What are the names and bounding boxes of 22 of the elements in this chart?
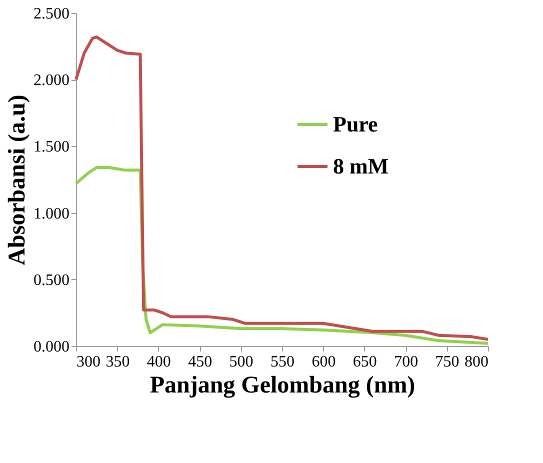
line-series [74, 35, 490, 341]
y-tick-label: 2.000 [34, 72, 70, 90]
y-tick-label: 1.000 [34, 205, 70, 222]
x-tick-label: 600 [312, 354, 336, 370]
x-tick-label: 450 [188, 354, 212, 370]
y-tick-label: 2.500 [34, 6, 70, 22]
x-tick-label: 750 [435, 354, 460, 370]
x-tick-label: 700 [394, 354, 418, 370]
x-axis-title: Panjang Gelombang (nm) [150, 372, 416, 398]
legend-label: 8 mM [333, 154, 389, 178]
x-tick-label: 350 [106, 354, 130, 370]
x-tick-label: 500 [229, 354, 254, 370]
x-tick-label: 650 [352, 354, 377, 370]
legend-label: Pure [333, 112, 378, 136]
x-tick-label: 400 [146, 354, 171, 370]
y-tick-label: 0.500 [34, 272, 70, 289]
x-tick-label: 550 [270, 354, 294, 370]
x-tick-label: 800 [464, 354, 488, 370]
y-tick-label: 0.000 [34, 338, 70, 356]
x-tick-label: 300 [76, 354, 100, 370]
y-axis-title: Absorbansi (a.u) [4, 94, 30, 266]
y-tick-label: 1.500 [34, 138, 70, 156]
